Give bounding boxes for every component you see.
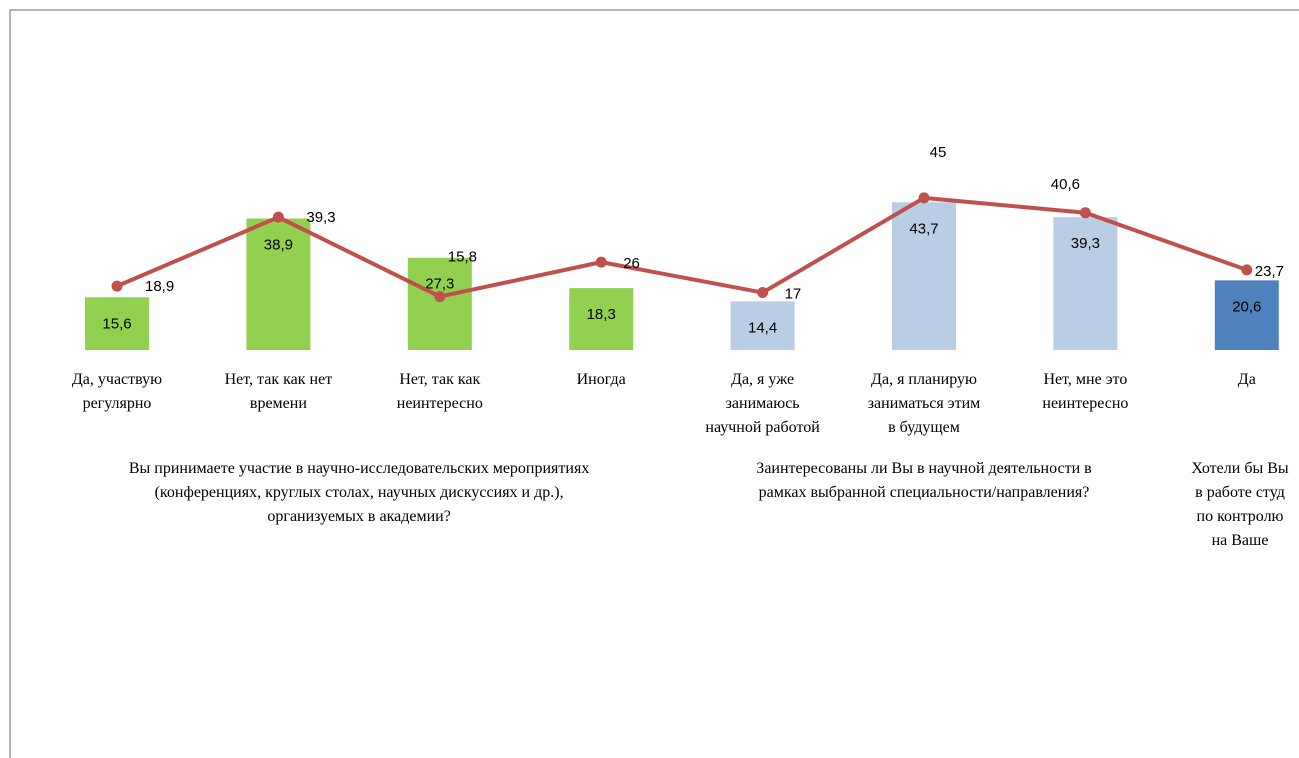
group-label: Вы принимаете участие в научно-исследова… xyxy=(129,460,589,525)
bar-value-label: 20,6 xyxy=(1232,298,1261,315)
bar-value-label: 38,9 xyxy=(264,237,293,254)
bar-value-label: 18,3 xyxy=(587,306,616,323)
line-value-label: 45 xyxy=(930,144,947,161)
bar-value-label: 15,6 xyxy=(102,315,131,332)
x-tick-label: Нет, мне это неинтересно xyxy=(1042,371,1128,412)
x-tick-label: Иногда xyxy=(577,371,626,388)
line-point xyxy=(757,287,769,299)
line-point xyxy=(1241,264,1253,276)
bar xyxy=(569,288,634,350)
line-value-label: 23,7 xyxy=(1255,263,1284,280)
bar xyxy=(85,297,149,350)
x-tick-label: Да xyxy=(1238,371,1256,388)
line-value-label: 18,9 xyxy=(145,278,174,295)
bar-value-label: 43,7 xyxy=(909,220,938,237)
bar xyxy=(407,257,472,350)
line-point xyxy=(434,291,446,303)
line-value-label: 26 xyxy=(623,255,640,272)
bar-value-label: 14,4 xyxy=(748,319,777,336)
group-label: Заинтересованы ли Вы в научной деятельно… xyxy=(756,460,1092,501)
bar xyxy=(1053,217,1118,350)
x-tick-label: Да, я планирую заниматься этим в будущем xyxy=(868,371,981,436)
line-point xyxy=(1079,207,1091,219)
line-point xyxy=(111,280,123,292)
line-value-label: 39,3 xyxy=(306,209,335,226)
bar-value-label: 39,3 xyxy=(1071,235,1100,252)
group-label: Хотели бы Вы в работе студ по контролю на В… xyxy=(1191,460,1289,549)
bar xyxy=(892,202,956,350)
bar xyxy=(246,218,311,350)
x-tick-label: Да, участвую регулярно xyxy=(72,371,162,412)
line-value-label: 40,6 xyxy=(1051,176,1080,193)
line xyxy=(116,195,1248,299)
line-value-label: 17 xyxy=(785,286,802,303)
line-point xyxy=(272,211,284,223)
x-tick-label: Нет, так как неинтересно xyxy=(397,371,483,412)
line-point xyxy=(595,256,607,268)
bar-value-label: 27,3 xyxy=(425,276,454,293)
x-tick-label: Да, я уже занимаюсь научной работой xyxy=(705,371,820,436)
bar xyxy=(730,301,795,350)
x-tick-label: Нет, так как нет времени xyxy=(225,371,333,412)
line-point xyxy=(918,192,930,204)
bar xyxy=(1214,280,1279,350)
chart-frame xyxy=(9,9,1299,758)
line-value-label: 15,8 xyxy=(448,249,477,266)
